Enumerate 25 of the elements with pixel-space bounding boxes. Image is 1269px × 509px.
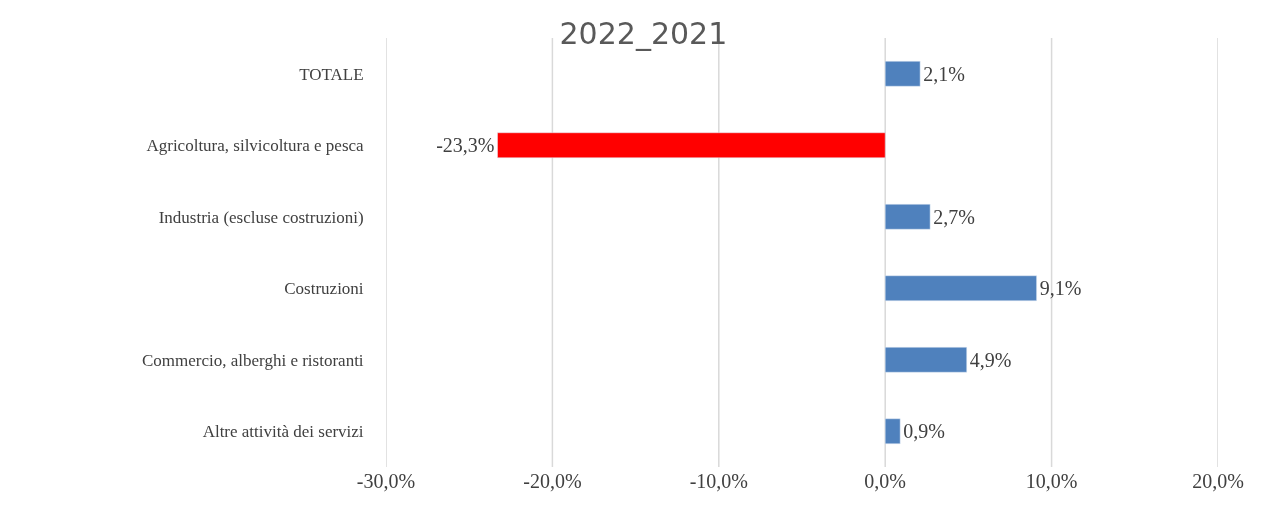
bar bbox=[884, 60, 921, 87]
y-tick-label: Industria (escluse costruzioni) bbox=[158, 207, 364, 227]
x-tick-label: -10,0% bbox=[689, 470, 748, 492]
bar bbox=[884, 275, 1037, 302]
x-tick-label: 10,0% bbox=[1025, 470, 1078, 492]
y-tick-label: Costruzioni bbox=[284, 279, 364, 299]
bar bbox=[884, 346, 967, 373]
x-tick-label: 0,0% bbox=[864, 470, 907, 492]
data-label: 2,7% bbox=[933, 205, 975, 228]
x-tick-label: -20,0% bbox=[523, 470, 582, 492]
bar bbox=[884, 203, 931, 230]
y-tick-label: Agricoltura, silvicoltura e pesca bbox=[146, 136, 365, 156]
data-label: 4,9% bbox=[969, 348, 1012, 371]
bar bbox=[884, 418, 901, 445]
data-label: -23,3% bbox=[436, 134, 495, 157]
x-tick-label: 20,0% bbox=[1192, 470, 1244, 492]
data-label: 0,9% bbox=[903, 420, 945, 443]
data-label: 9,1% bbox=[1039, 277, 1082, 300]
y-tick-label: Commercio, alberghi e ristoranti bbox=[142, 350, 364, 370]
y-tick-label: Altre attività dei servizi bbox=[202, 422, 364, 442]
bar bbox=[497, 132, 886, 159]
data-label: 2,1% bbox=[923, 62, 965, 85]
chart-title: 2022_2021 bbox=[559, 15, 728, 51]
x-tick-label: -30,0% bbox=[356, 470, 416, 492]
y-tick-label: TOTALE bbox=[299, 64, 364, 84]
